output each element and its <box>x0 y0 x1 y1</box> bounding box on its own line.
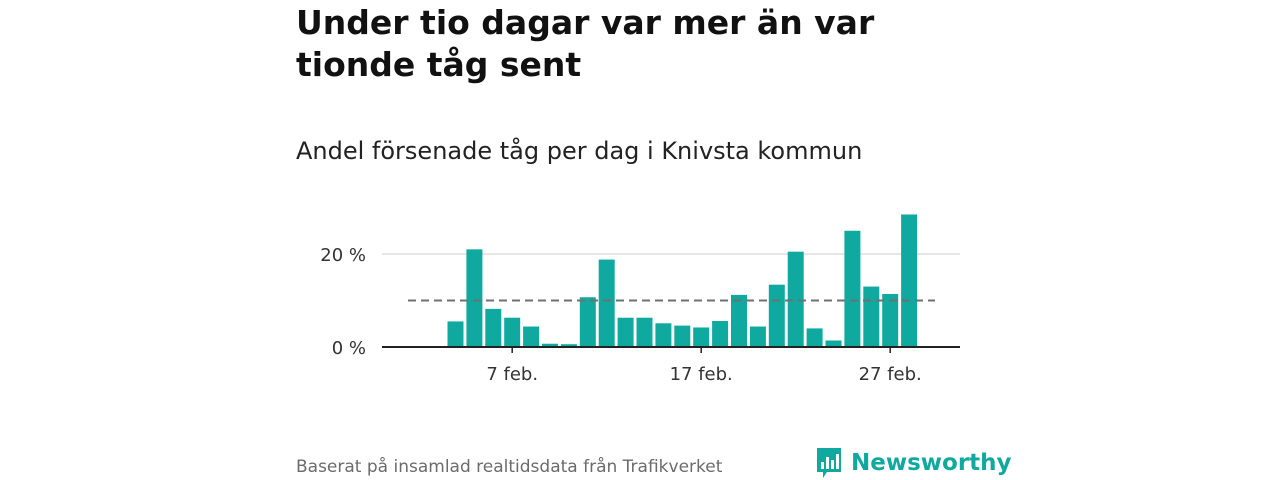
bar <box>712 320 729 347</box>
bar <box>844 230 861 347</box>
newsworthy-logo-text: Newsworthy <box>851 450 1012 476</box>
bar <box>749 326 766 347</box>
chart-subtitle: Andel försenade tåg per dag i Knivsta ko… <box>296 137 863 165</box>
bar <box>655 323 672 347</box>
bar <box>806 328 823 347</box>
bar <box>579 297 596 347</box>
source-note: Baserat på insamlad realtidsdata från Tr… <box>296 457 723 477</box>
bar <box>693 327 710 347</box>
bar <box>560 344 577 347</box>
bar <box>504 317 521 347</box>
bars-layer <box>447 214 918 347</box>
y-tick-label: 20 % <box>320 245 366 266</box>
bar <box>901 214 918 347</box>
bar <box>523 326 540 347</box>
bar <box>617 317 634 347</box>
newsworthy-logo-icon <box>817 448 841 478</box>
bar <box>636 317 653 347</box>
x-tick-label: 7 feb. <box>486 364 538 385</box>
newsworthy-logo[interactable]: Newsworthy <box>815 446 1012 480</box>
chart-title: Under tio dagar var mer än var tionde tå… <box>296 3 875 84</box>
bar <box>598 259 615 347</box>
x-tick-label: 17 feb. <box>670 364 733 385</box>
bar <box>863 286 880 347</box>
bar <box>787 251 804 347</box>
bar <box>731 294 747 347</box>
bar <box>485 308 502 347</box>
bar <box>447 321 464 347</box>
bar <box>674 325 691 347</box>
bar <box>882 293 899 347</box>
bar <box>825 340 842 347</box>
bar <box>768 284 785 347</box>
axis-layer: 0 % 20 % 7 feb. 17 feb. 27 feb. <box>320 245 960 385</box>
y-tick-label: 0 % <box>332 338 366 359</box>
bar <box>466 249 483 347</box>
bar <box>542 343 558 347</box>
x-tick-label: 27 feb. <box>859 364 922 385</box>
